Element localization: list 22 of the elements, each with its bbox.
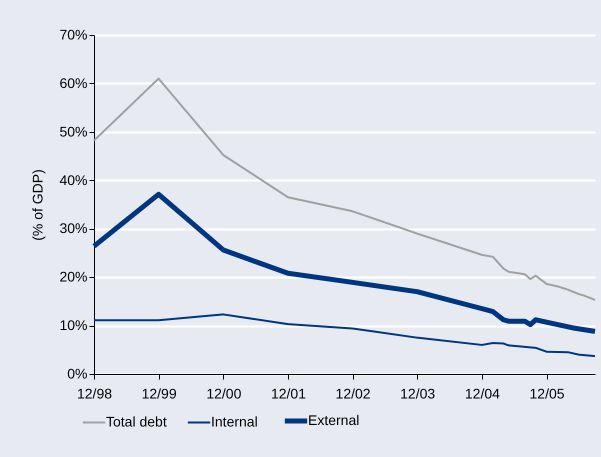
x-tick-label: 12/04 [464, 386, 500, 402]
legend-label: External [308, 412, 360, 428]
x-tick-label: 12/99 [142, 386, 177, 402]
y-tick-label: 70% [59, 26, 88, 42]
x-tick-label: 12/05 [529, 386, 565, 402]
x-tick-label: 12/00 [206, 386, 242, 402]
y-tick-label: 40% [59, 172, 88, 188]
y-tick-label: 60% [59, 74, 88, 91]
x-tick-label: 12/03 [400, 386, 436, 402]
legend-label: Total debt [106, 414, 167, 430]
y-axis-title: (% of GDP) [29, 169, 46, 241]
y-tick-label: 50% [59, 123, 88, 140]
y-tick-label: 20% [59, 268, 88, 285]
line-series [93, 313, 596, 358]
y-tick-label: 30% [59, 220, 88, 236]
legend-label: Internal [211, 414, 258, 430]
x-tick-label: 12/98 [76, 386, 112, 402]
x-tick-label: 12/01 [270, 386, 306, 402]
y-tick-label: 10% [59, 317, 88, 334]
y-tick-label: 0% [67, 366, 88, 382]
line-series [93, 78, 596, 301]
x-tick-label: 12/02 [336, 386, 371, 402]
